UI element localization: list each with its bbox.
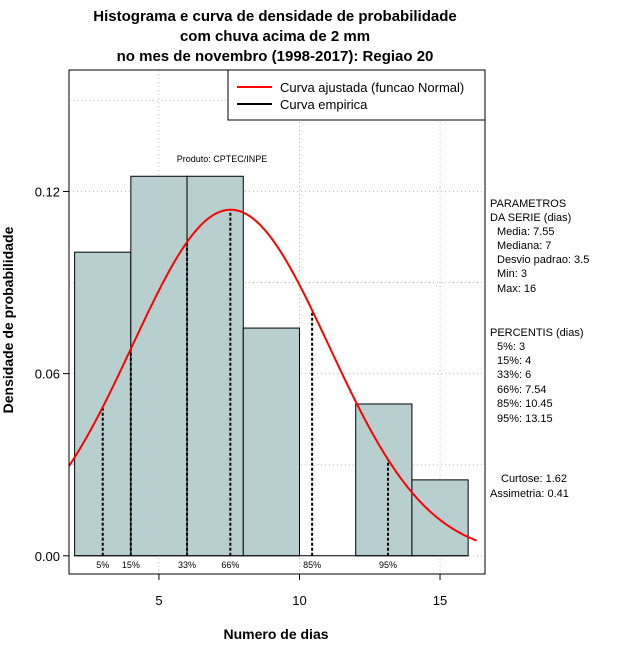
y-tick-label: 0.06 [35, 367, 60, 382]
legend-label-empirical: Curva empirica [280, 97, 368, 112]
param-max: Max: 16 [497, 283, 536, 295]
pct-33: 33%: 6 [497, 369, 531, 381]
x-tick-label: 10 [292, 593, 306, 608]
pct-95: 95%: 13.15 [497, 413, 553, 425]
x-axis-label: Numero de dias [223, 626, 328, 642]
legend-box [227, 69, 486, 121]
pct-5: 5%: 3 [497, 341, 525, 353]
histogram-bar [411, 479, 469, 557]
side-panel-percentis: PERCENTIS (dias) 5%: 3 15%: 4 33%: 6 66%… [490, 327, 584, 425]
chart-title: Histograma e curva de densidade de proba… [93, 8, 456, 65]
title-line-2: com chuva acima de 2 mm [180, 28, 370, 45]
y-tick-label: 0.12 [35, 184, 60, 199]
pct-85: 85%: 10.45 [497, 398, 553, 410]
side-panel-parametros: PARAMETROS DA SERIE (dias) Media: 7.55 M… [490, 198, 589, 295]
percentile-label: 15% [122, 560, 140, 570]
title-line-3: no mes de novembro (1998-2017): Regiao 2… [117, 48, 434, 65]
percentile-label: 85% [303, 560, 321, 570]
param-mediana: Mediana: 7 [497, 240, 551, 252]
fitted-normal-curve [68, 208, 477, 542]
y-tick-label: 0.00 [35, 549, 60, 564]
param-media: Media: 7.55 [497, 226, 554, 238]
pct-heading: PERCENTIS (dias) [490, 327, 584, 339]
axes: 5 10 15 0.00 0.06 0.12 [35, 184, 448, 608]
param-heading-1: PARAMETROS [490, 198, 566, 210]
legend: Curva ajustada (funcao Normal) Curva emp… [227, 69, 486, 121]
histogram-bar [242, 327, 300, 557]
param-desvio: Desvio padrao: 3.5 [497, 254, 589, 266]
percentile-label: 33% [178, 560, 196, 570]
title-line-1: Histograma e curva de densidade de proba… [93, 8, 456, 25]
x-tick-label: 5 [155, 593, 162, 608]
histogram-bar [186, 175, 244, 557]
side-panel-shape: Curtose: 1.62 Assimetria: 0.41 [490, 473, 569, 500]
percentile-label: 95% [379, 560, 397, 570]
histogram-bars [74, 175, 469, 557]
assimetria: Assimetria: 0.41 [490, 488, 569, 500]
param-heading-2: DA SERIE (dias) [490, 212, 571, 224]
y-axis-label: Densidade de probabilidade [0, 226, 16, 413]
x-tick-label: 15 [433, 593, 447, 608]
pct-66: 66%: 7.54 [497, 384, 547, 396]
histogram-bar [355, 403, 413, 557]
product-label: Produto: CPTEC/INPE [177, 154, 268, 164]
curtose: Curtose: 1.62 [501, 473, 567, 485]
legend-label-fitted: Curva ajustada (funcao Normal) [280, 80, 464, 95]
percentile-labels: 5% 15% 33% 66% 85% 95% [96, 560, 397, 570]
percentile-label: 66% [221, 560, 239, 570]
percentile-label: 5% [96, 560, 109, 570]
param-min: Min: 3 [497, 268, 527, 280]
pct-15: 15%: 4 [497, 355, 531, 367]
percentile-lines [101, 209, 390, 556]
histogram-bar [130, 175, 188, 557]
plot-frame [68, 69, 486, 575]
